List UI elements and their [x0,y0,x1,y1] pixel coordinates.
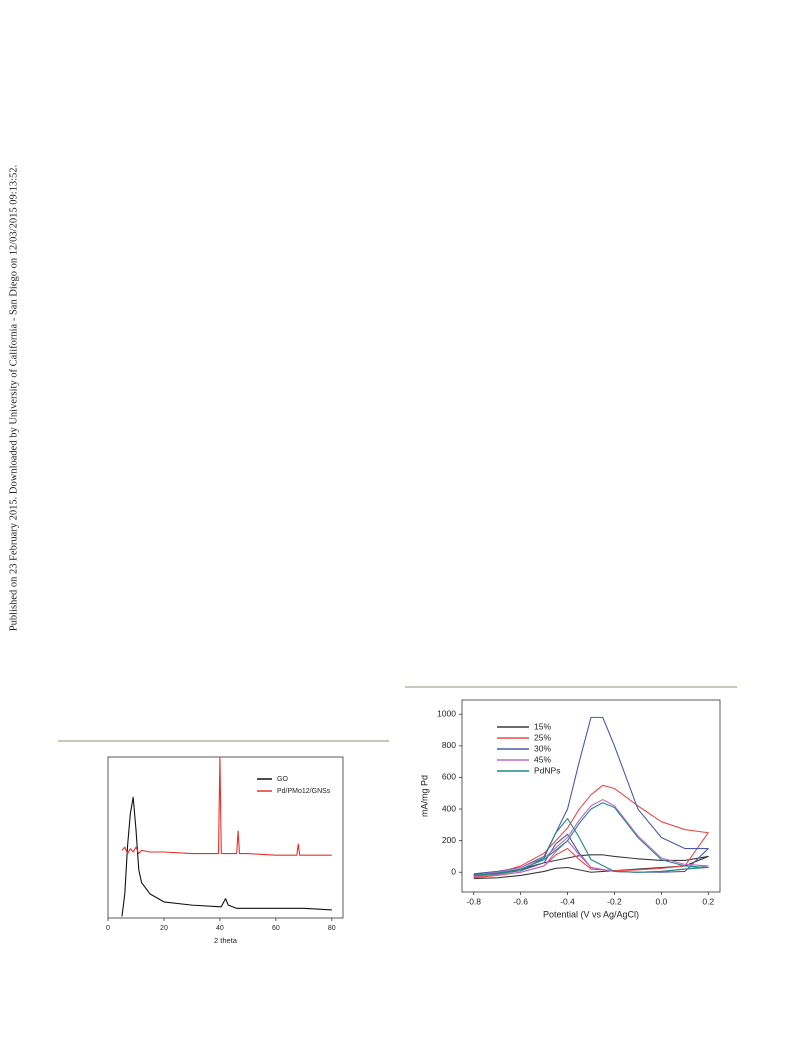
x-tick-label: 80 [328,925,336,932]
legend-label: 30% [534,743,551,753]
side-note: Published on 23 February 2015. Downloade… [8,165,19,631]
x-tick-label: -0.2 [607,896,622,906]
y-tick-label: 200 [442,835,456,845]
series-line [473,784,709,879]
x-axis-label: 2 theta [214,936,238,945]
x-tick-label: 0 [106,925,110,932]
x-tick-label: -0.6 [513,896,528,906]
series-line [473,854,709,880]
y-tick-label: 400 [442,803,456,813]
legend-label: GO [277,776,288,783]
series-line [473,802,709,876]
y-tick-label: 600 [442,772,456,782]
legend-label: Pd/PMo12/GNSs [277,788,331,795]
x-tick-label: 20 [160,925,168,932]
legend-label: 15% [534,721,551,731]
y-tick-label: 0 [451,866,456,876]
legend-label: PdNPs [534,765,560,775]
x-tick-label: 0.0 [655,896,667,906]
x-axis-label: Potential (V vs Ag/AgCl) [543,909,639,919]
series-line [473,716,709,876]
series-line [473,799,709,877]
x-tick-label: -0.4 [560,896,575,906]
x-tick-label: 40 [216,925,224,932]
legend-label: 25% [534,732,551,742]
plot-frame [107,756,344,919]
x-tick-label: 0.2 [702,896,714,906]
legend-label: 45% [534,754,551,764]
y-axis-label: mA/mg Pd [419,775,429,817]
series-line [121,756,332,856]
plot-frame [461,699,721,893]
x-tick-label: 60 [272,925,280,932]
x-tick-label: -0.8 [466,896,481,906]
y-tick-label: 1000 [437,708,456,718]
y-tick-label: 800 [442,740,456,750]
series-line [121,796,332,917]
